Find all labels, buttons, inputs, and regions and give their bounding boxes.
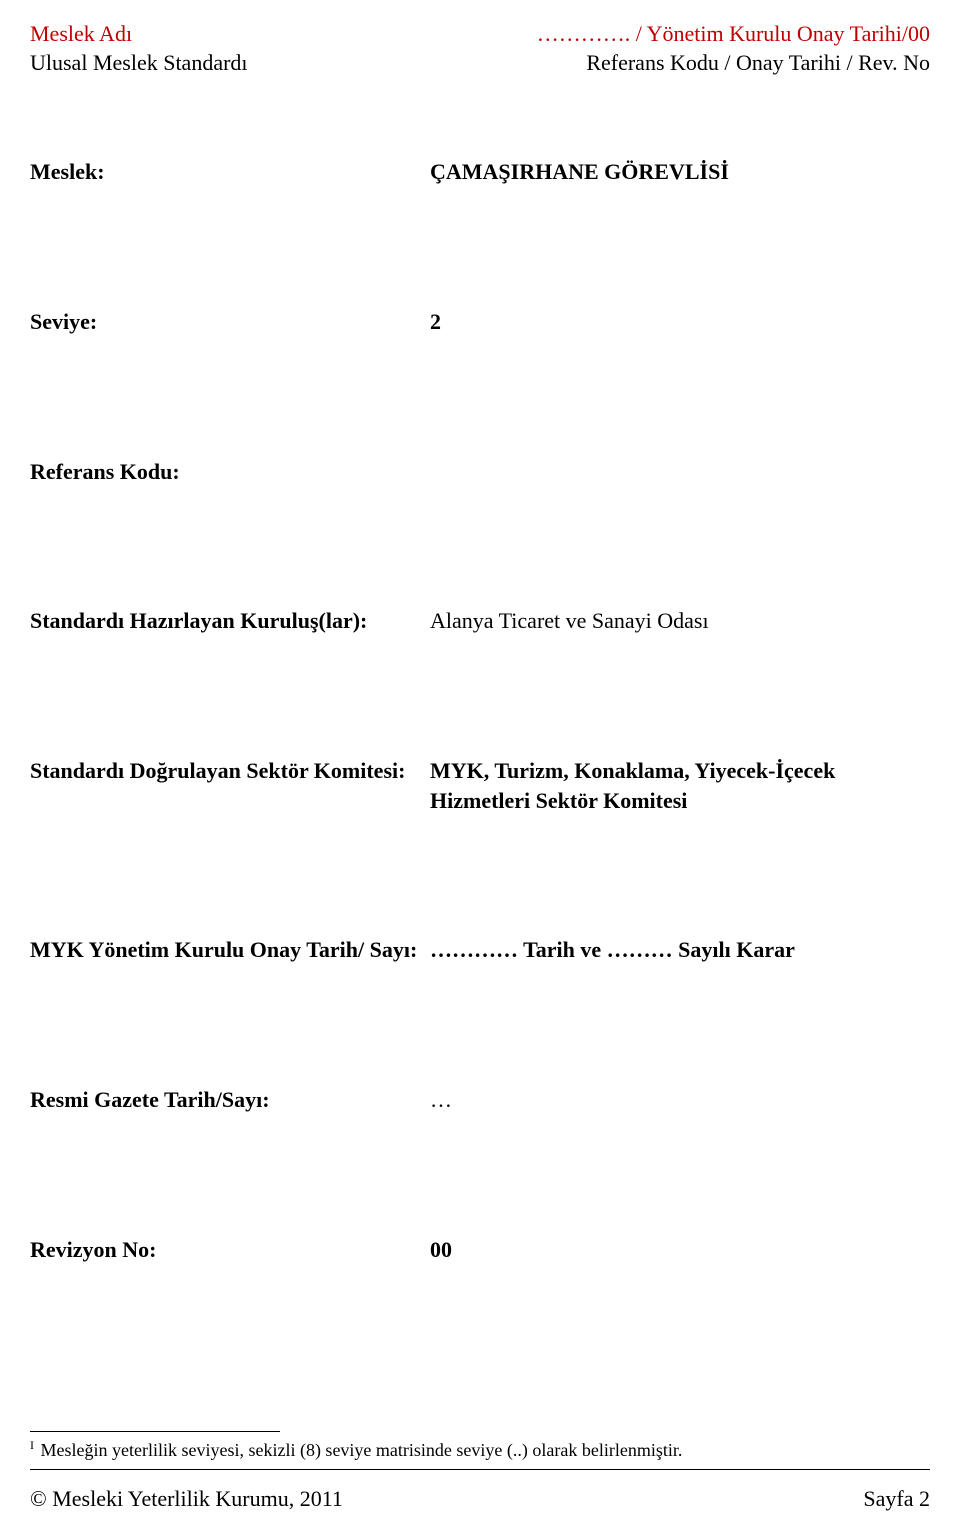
header-left: Meslek Adı Ulusal Meslek Standardı (30, 20, 248, 77)
footnote-text: I Mesleğin yeterlilik seviyesi, sekizli … (30, 1438, 930, 1462)
header-right-bottom: Referans Kodu / Onay Tarihi / Rev. No (537, 49, 930, 78)
value-seviye: 2 (430, 307, 930, 337)
value-meslek: ÇAMAŞIRHANE GÖREVLİSİ (430, 157, 930, 187)
value-revizyon: 00 (430, 1235, 930, 1265)
footnote-sup: I (30, 1438, 34, 1452)
page-footer: © Mesleki Yeterlilik Kurumu, 2011 Sayfa … (30, 1486, 930, 1512)
row-hazirlayan: Standardı Hazırlayan Kuruluş(lar): Alany… (30, 606, 930, 636)
header-left-bottom: Ulusal Meslek Standardı (30, 49, 248, 78)
row-meslek: Meslek: ÇAMAŞIRHANE GÖREVLİSİ (30, 157, 930, 187)
footer-left: © Mesleki Yeterlilik Kurumu, 2011 (30, 1486, 343, 1512)
row-dogrulayan: Standardı Doğrulayan Sektör Komitesi: MY… (30, 756, 930, 815)
row-resmi: Resmi Gazete Tarih/Sayı: … (30, 1085, 930, 1115)
header-left-top: Meslek Adı (30, 20, 248, 49)
value-resmi: … (430, 1085, 930, 1115)
header-right: …………. / Yönetim Kurulu Onay Tarihi/00 Re… (537, 20, 930, 77)
value-hazirlayan: Alanya Ticaret ve Sanayi Odası (430, 606, 930, 636)
label-onay: MYK Yönetim Kurulu Onay Tarih/ Sayı: (30, 935, 430, 965)
header-right-top: …………. / Yönetim Kurulu Onay Tarihi/00 (537, 20, 930, 49)
row-referans: Referans Kodu: (30, 457, 930, 487)
footer-rule (30, 1469, 930, 1470)
page-header: Meslek Adı Ulusal Meslek Standardı ………….… (30, 20, 930, 77)
label-seviye: Seviye: (30, 307, 430, 337)
row-onay: MYK Yönetim Kurulu Onay Tarih/ Sayı: ………… (30, 935, 930, 965)
row-seviye: Seviye: 2 (30, 307, 930, 337)
page: Meslek Adı Ulusal Meslek Standardı ………….… (0, 0, 960, 1536)
content-area: Meslek: ÇAMAŞIRHANE GÖREVLİSİ Seviye: 2 … (30, 157, 930, 1264)
label-revizyon: Revizyon No: (30, 1235, 430, 1265)
value-dogrulayan: MYK, Turizm, Konaklama, Yiyecek-İçecek H… (430, 756, 930, 815)
label-hazirlayan: Standardı Hazırlayan Kuruluş(lar): (30, 606, 430, 636)
row-revizyon: Revizyon No: 00 (30, 1235, 930, 1265)
footer-right: Sayfa 2 (863, 1486, 930, 1512)
footnote-body: Mesleğin yeterlilik seviyesi, sekizli (8… (36, 1440, 682, 1460)
label-dogrulayan: Standardı Doğrulayan Sektör Komitesi: (30, 756, 430, 786)
label-meslek: Meslek: (30, 157, 430, 187)
footnote-rule (30, 1431, 280, 1432)
value-onay: ………… Tarih ve ……… Sayılı Karar (430, 935, 930, 965)
label-resmi: Resmi Gazete Tarih/Sayı: (30, 1085, 430, 1115)
label-referans: Referans Kodu: (30, 457, 430, 487)
footnote-block: I Mesleğin yeterlilik seviyesi, sekizli … (30, 1431, 930, 1462)
